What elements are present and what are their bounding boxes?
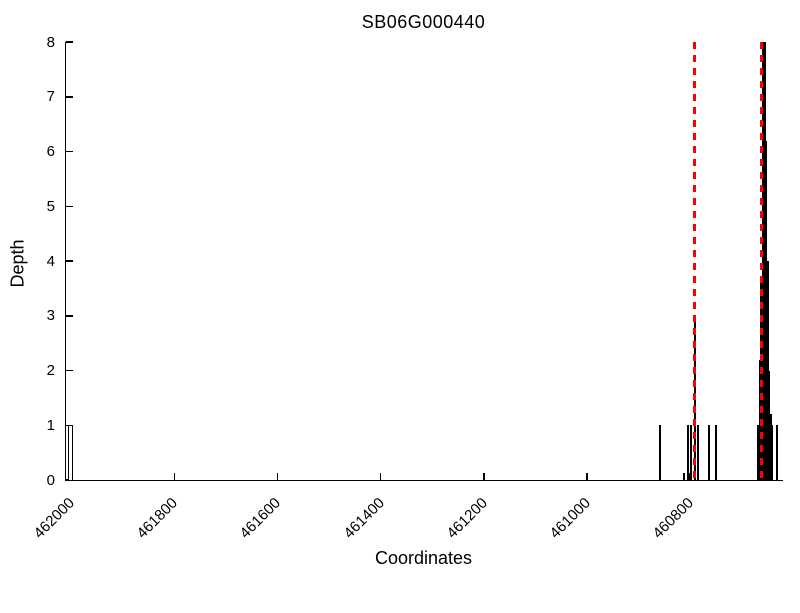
- marker-dashed-line: [759, 42, 763, 480]
- depth-bar: [757, 425, 760, 480]
- y-tick: [66, 41, 73, 43]
- depth-bar: [761, 42, 764, 480]
- depth-bar: [769, 414, 772, 480]
- x-tick: [276, 473, 279, 480]
- depth-bar: [68, 425, 74, 480]
- y-tick-label: 5: [46, 197, 55, 215]
- depth-bar: [758, 359, 761, 480]
- y-tick-label: 2: [46, 362, 55, 379]
- x-tick: [173, 473, 176, 480]
- y-tick: [66, 205, 73, 207]
- depth-bar: [776, 425, 779, 480]
- y-tick-label: 1: [46, 416, 55, 434]
- y-tick: [66, 150, 73, 153]
- depth-bar: [689, 425, 692, 480]
- depth-bar: [768, 370, 771, 480]
- depth-bar: [764, 140, 767, 480]
- depth-bar: [686, 425, 689, 480]
- depth-bar: [763, 42, 766, 480]
- chart-title: SB06G000440: [361, 12, 486, 32]
- marker-dashed-line: [693, 42, 697, 480]
- figure-canvas: { "chart_data": { "type": "bar", "title"…: [7, 12, 783, 568]
- depth-bar: [707, 425, 710, 480]
- y-tick: [66, 315, 73, 317]
- y-tick-label: 3: [46, 307, 55, 325]
- y-tick: [66, 479, 73, 481]
- x-tick: [586, 473, 588, 480]
- depth-bar: [762, 42, 765, 480]
- depth-bar: [715, 425, 718, 480]
- x-tick: [483, 473, 485, 480]
- y-tick: [66, 369, 73, 372]
- x-tick: [379, 473, 382, 480]
- plot-area: [65, 41, 783, 481]
- y-tick-label: 6: [46, 143, 55, 160]
- depth-bar: [771, 425, 774, 480]
- y-tick-label: 7: [46, 88, 55, 106]
- y-tick-label: 0: [46, 471, 55, 489]
- depth-bar: [766, 261, 769, 480]
- x-axis-label: Coordinates: [374, 548, 473, 568]
- y-tick-label: 8: [46, 33, 55, 51]
- y-tick: [66, 260, 73, 262]
- depth-bar: [697, 425, 700, 480]
- depth-bar: [659, 425, 662, 480]
- y-tick: [66, 96, 73, 98]
- y-tick-label: 4: [46, 252, 55, 270]
- depth-bar: [682, 473, 685, 480]
